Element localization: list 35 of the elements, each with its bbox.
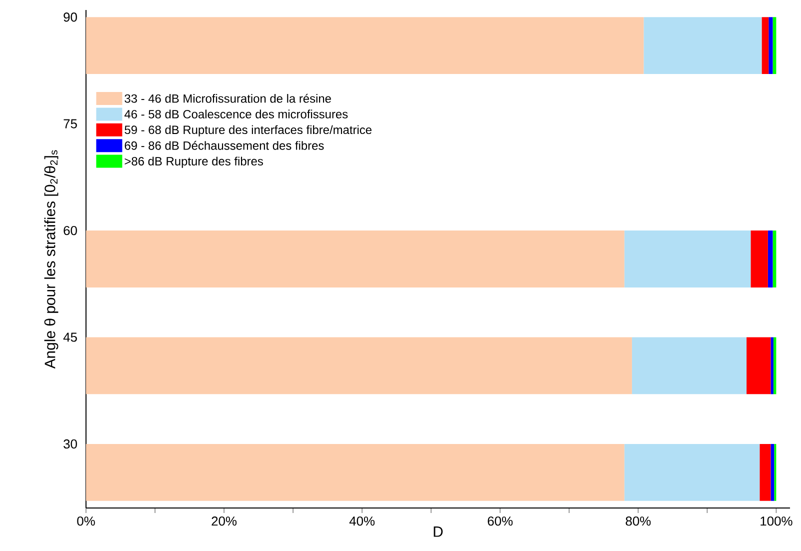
- bar: [644, 17, 762, 74]
- legend-label: 59 - 68 dB Rupture des interfaces fibre/matrice: [124, 125, 372, 136]
- y-tick-label: 30: [64, 439, 77, 449]
- x-tick-label: 40%: [349, 516, 375, 526]
- bar: [762, 17, 769, 74]
- bar: [624, 444, 760, 501]
- legend-label: >86 dB Rupture des fibres: [124, 156, 263, 168]
- y-tick-label: 60: [64, 226, 77, 236]
- legend-label: 46 - 58 dB Coalescence des microfissures: [124, 110, 348, 118]
- y-tick-label: 45: [63, 332, 77, 342]
- bar: [746, 337, 771, 394]
- x-tick-label: 60%: [488, 516, 513, 526]
- x-tick-label: 100%: [760, 516, 792, 526]
- legend-label: 69 - 86 dB Déchaussement des fibres: [124, 140, 324, 150]
- bar: [760, 444, 771, 501]
- bar: [86, 17, 644, 74]
- x-tick-label: 80%: [626, 516, 651, 526]
- bar: [768, 17, 773, 74]
- x-axis-title: D: [434, 526, 443, 537]
- bar: [773, 337, 776, 394]
- y-axis-title: Angle θ pour les stratifies [0$_{2}$/θ$_{2}$]$_{s}$: [44, 150, 58, 369]
- y-tick-label: 75: [64, 119, 77, 128]
- y-tick-label: 90: [64, 12, 77, 22]
- bar: [632, 337, 747, 394]
- x-tick-label: 20%: [212, 516, 237, 526]
- bar: [768, 230, 773, 288]
- bar: [750, 230, 768, 288]
- x-tick-label: 0%: [77, 516, 95, 526]
- bar: [770, 444, 774, 501]
- bar: [624, 230, 751, 288]
- bar: [770, 337, 774, 394]
- bar: [86, 337, 632, 394]
- bar: [86, 230, 624, 288]
- bar: [86, 444, 624, 501]
- legend-label: 33 - 46 dB Microfissuration de la résine: [124, 94, 331, 103]
